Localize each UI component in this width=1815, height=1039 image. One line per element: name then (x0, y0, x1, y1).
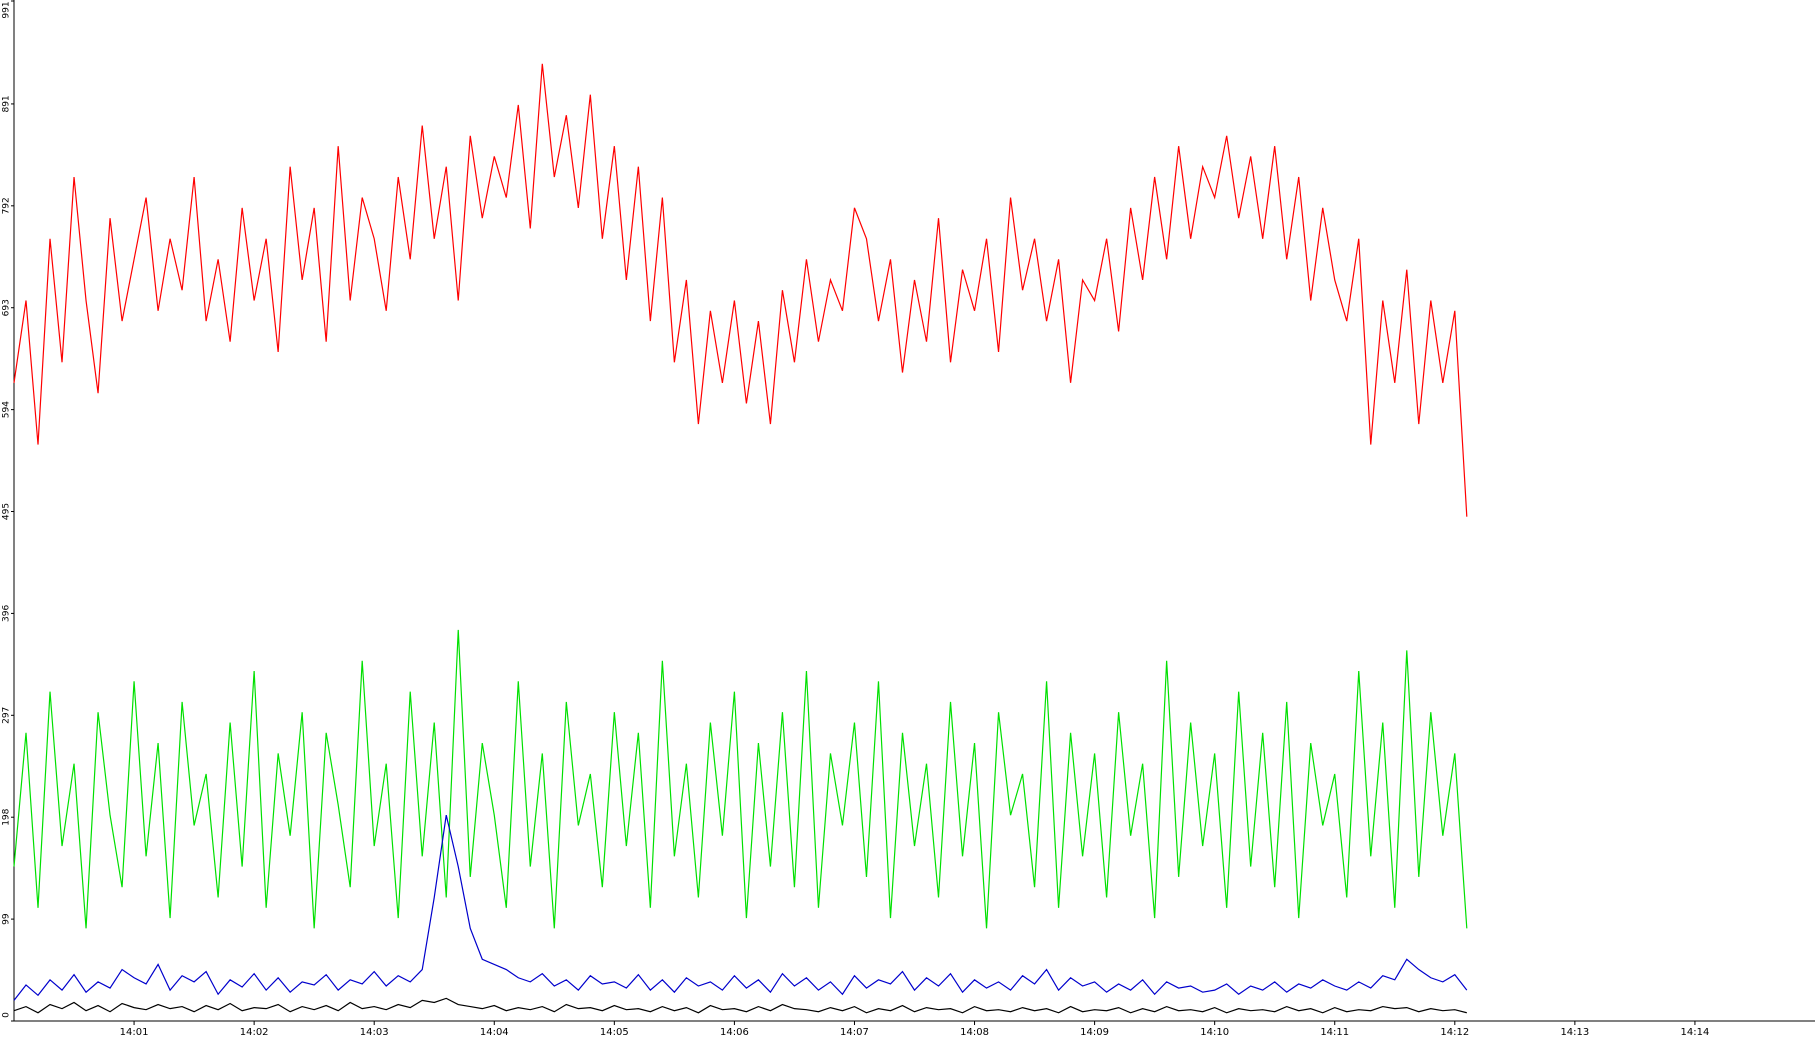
x-tick-label: 14:11 (1320, 1027, 1349, 1038)
y-tick-label: 991 (2, 1, 12, 18)
y-tick-label: 891 (2, 95, 12, 112)
x-tick-label: 14:13 (1560, 1027, 1589, 1038)
x-tick-label: 14:07 (840, 1027, 869, 1038)
y-tick-label: 693 (2, 299, 12, 316)
x-tick-label: 14:04 (480, 1027, 509, 1038)
y-tick-label: 198 (2, 808, 12, 825)
x-tick-label: 14:03 (360, 1027, 389, 1038)
x-tick-label: 14:05 (600, 1027, 629, 1038)
y-tick-label: 99 (2, 913, 12, 925)
x-tick-label: 14:09 (1080, 1027, 1109, 1038)
y-tick-label: 594 (2, 401, 12, 418)
series-line (13, 997, 1467, 1014)
x-tick-label: 14:08 (960, 1027, 989, 1038)
y-tick-label: 792 (2, 197, 12, 214)
x-tick-label: 14:06 (720, 1027, 749, 1038)
y-tick-label: 297 (2, 707, 12, 724)
series-line (13, 815, 1468, 1001)
x-tick-label: 14:14 (1681, 1027, 1710, 1038)
y-tick-label: 495 (2, 503, 12, 520)
y-tick-label: 0 (2, 1012, 12, 1018)
x-tick-label: 14:01 (120, 1027, 149, 1038)
y-tick-label: 396 (2, 605, 12, 622)
series-line (13, 63, 1468, 517)
x-tick-label: 14:02 (240, 1027, 269, 1038)
series-line (13, 629, 1468, 929)
x-tick-label: 14:12 (1440, 1027, 1469, 1038)
x-tick-label: 14:10 (1200, 1027, 1229, 1038)
